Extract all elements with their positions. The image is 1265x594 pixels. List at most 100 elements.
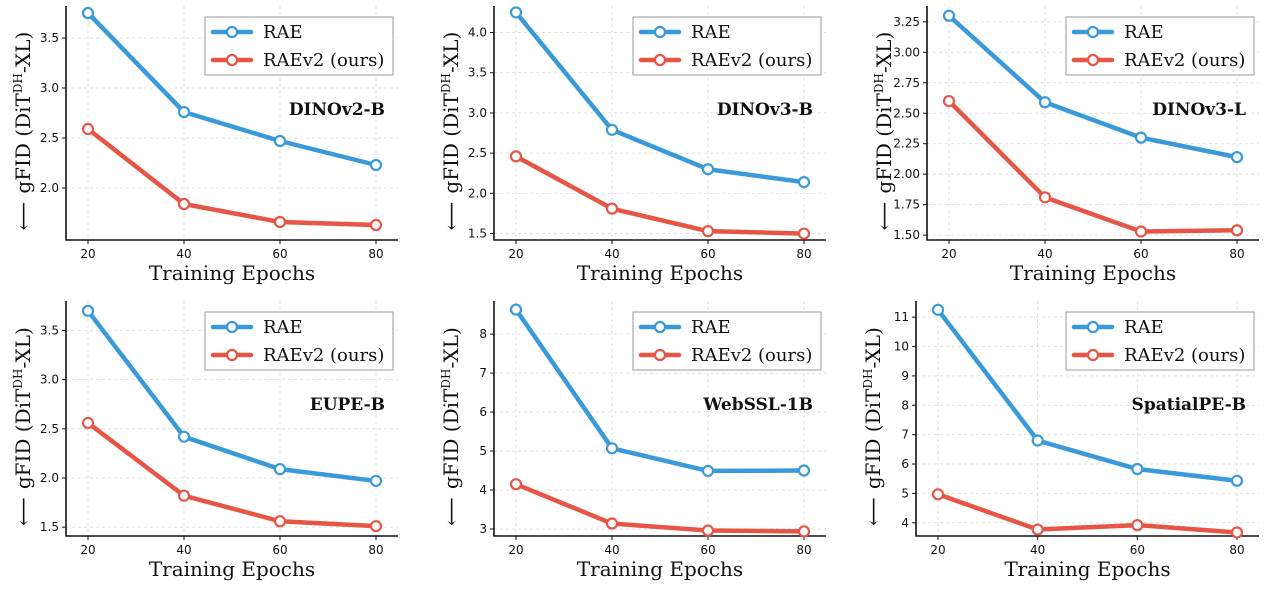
data-point-rae <box>1031 434 1044 447</box>
panel-label: WebSSL-1B <box>702 395 813 415</box>
y-axis-label-suffix: -XL) <box>11 327 35 368</box>
data-point-rae <box>1131 462 1144 476</box>
y-axis-label: ⟵ gFID (DiTDH-XL) <box>439 32 463 231</box>
x-tick-label: 20 <box>508 543 523 557</box>
y-axis-label-superscript: DH <box>439 73 453 93</box>
panel-label: EUPE-B <box>310 395 385 415</box>
x-tick-label: 20 <box>941 247 956 261</box>
panel-label: DINOv3-B <box>717 100 813 120</box>
legend-marker-swatch <box>1086 348 1100 362</box>
x-tick-label: 40 <box>1030 543 1045 557</box>
data-point-rae <box>701 464 715 478</box>
y-axis-label: ⟵ gFID (DiTDH-XL) <box>11 32 35 231</box>
y-tick-label: 3.5 <box>40 323 59 337</box>
data-point-rae <box>1230 474 1244 487</box>
y-axis-label: ⟵ gFID (DiTDH-XL) <box>861 327 885 526</box>
x-tick-label: 40 <box>176 247 191 261</box>
data-point-rae <box>1038 96 1052 109</box>
x-tick-label: 80 <box>796 247 811 261</box>
data-point-rae <box>509 303 523 316</box>
data-point-raev2 <box>509 478 523 491</box>
y-tick-label: 5 <box>901 486 909 500</box>
down-arrow-icon: ⟵ <box>439 202 463 231</box>
y-axis-label-superscript: DH <box>872 73 886 93</box>
data-point-rae <box>797 176 811 189</box>
x-tick-label: 60 <box>272 543 287 557</box>
legend-label: RAE <box>1124 317 1164 338</box>
y-tick-label: 3.0 <box>40 373 59 387</box>
legend-box <box>204 16 394 76</box>
series-line-raev2 <box>935 492 1240 535</box>
y-tick-label: 7 <box>901 428 909 442</box>
y-tick-label: 2.5 <box>468 146 487 160</box>
data-point-raev2 <box>605 517 619 530</box>
y-axis-label-main: gFID (DiT <box>439 388 463 489</box>
legend-marker-swatch <box>1086 53 1100 67</box>
y-tick-label: 2.75 <box>893 76 920 90</box>
series-line-raev2 <box>946 98 1240 234</box>
x-axis-label: Training Epochs <box>577 557 743 581</box>
y-axis-label-main: gFID (DiT <box>11 388 35 489</box>
data-point-raev2 <box>1230 224 1244 237</box>
data-point-rae <box>273 463 287 476</box>
y-tick-label: 5 <box>479 444 487 458</box>
x-tick-label: 60 <box>272 247 287 261</box>
x-axis-label: Training Epochs <box>149 557 315 581</box>
y-axis-label-suffix: -XL) <box>11 32 35 73</box>
data-point-raev2 <box>931 488 945 501</box>
x-tick-label: 40 <box>176 543 191 557</box>
x-tick-label: 60 <box>1133 247 1148 261</box>
y-tick-label: 2.0 <box>40 181 59 195</box>
down-arrow-icon: ⟵ <box>11 202 35 231</box>
y-tick-label: 3.00 <box>893 45 920 59</box>
data-point-rae <box>1230 151 1244 164</box>
y-tick-label: 1.50 <box>893 228 920 242</box>
x-axis-label: Training Epochs <box>1010 261 1176 285</box>
x-tick-label: 60 <box>700 543 715 557</box>
x-tick-label: 40 <box>604 543 619 557</box>
legend-label: RAEv2 (ours) <box>1124 50 1245 71</box>
x-tick-label: 80 <box>1229 247 1244 261</box>
y-tick-label: 2.5 <box>40 422 59 436</box>
data-point-rae <box>369 474 383 488</box>
panel-label: SpatialPE-B <box>1132 395 1246 415</box>
y-tick-label: 3.5 <box>468 66 487 80</box>
data-point-rae <box>177 105 191 119</box>
y-tick-label: 6 <box>901 457 909 471</box>
series-line-rae <box>513 10 807 185</box>
y-tick-label: 1.75 <box>893 198 920 212</box>
x-tick-label: 20 <box>80 247 95 261</box>
x-tick-label: 20 <box>930 543 945 557</box>
y-tick-label: 4 <box>479 483 487 497</box>
data-point-raev2 <box>1230 526 1244 539</box>
y-axis-label-superscript: DH <box>861 369 875 389</box>
series-line-rae <box>85 308 379 484</box>
y-tick-label: 6 <box>479 405 487 419</box>
x-tick-label: 20 <box>80 543 95 557</box>
y-axis-label-suffix: -XL) <box>439 327 463 368</box>
data-point-raev2 <box>273 515 287 528</box>
x-tick-label: 80 <box>1229 543 1244 557</box>
legend: RAE RAEv2 (ours) <box>632 16 822 76</box>
data-point-raev2 <box>797 227 811 240</box>
y-axis-label-suffix: -XL) <box>861 327 885 368</box>
legend-box <box>1065 16 1255 76</box>
legend-marker-swatch <box>225 53 239 67</box>
legend-marker-swatch <box>225 348 239 362</box>
y-tick-label: 3.0 <box>40 81 59 95</box>
legend-marker-swatch <box>653 25 667 39</box>
legend-marker-swatch <box>1086 25 1100 39</box>
legend: RAE RAEv2 (ours) <box>1065 16 1255 76</box>
series-line-raev2 <box>85 126 379 228</box>
data-point-rae <box>605 123 619 136</box>
legend-label: RAE <box>691 22 731 43</box>
y-tick-label: 9 <box>901 369 909 383</box>
down-arrow-icon: ⟵ <box>11 497 35 526</box>
panel-3: 1.50 1.75 2.00 2.25 2.50 2.75 3.00 3.25 20 40 60 80… <box>872 6 1259 285</box>
x-tick-label: 40 <box>1037 247 1052 261</box>
y-tick-label: 2.25 <box>893 137 920 151</box>
y-tick-label: 1.5 <box>40 520 59 534</box>
legend-marker-swatch <box>225 320 239 334</box>
series-line-rae <box>935 307 1240 484</box>
